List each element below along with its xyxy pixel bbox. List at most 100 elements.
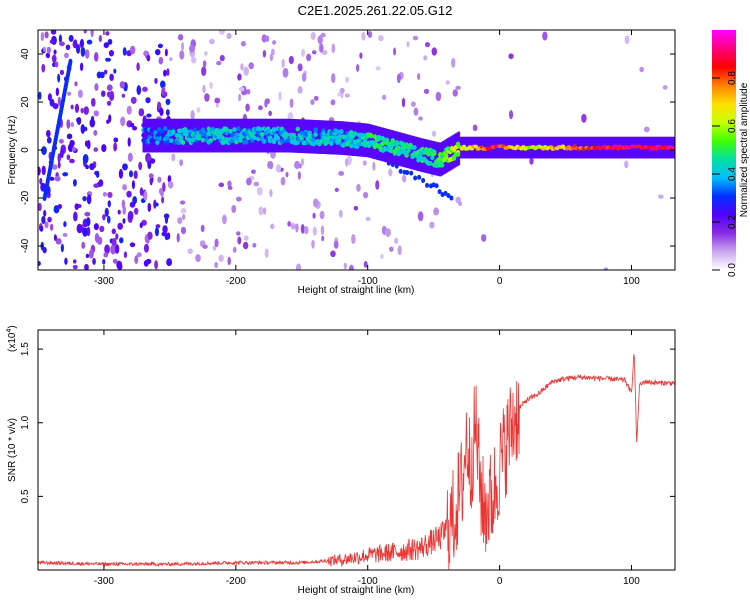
noise-blob <box>41 215 46 225</box>
ridge-halo <box>316 120 319 154</box>
ridge-mark <box>260 131 265 137</box>
noise-blob <box>200 224 205 233</box>
noise-blob <box>112 258 118 264</box>
noise-blob <box>310 99 315 105</box>
noise-blob <box>121 93 126 98</box>
noise-blob <box>103 42 109 49</box>
noise-blob <box>271 48 275 56</box>
noise-blob <box>189 44 195 53</box>
noise-blob <box>106 84 113 91</box>
noise-blob <box>258 105 263 111</box>
noise-blob <box>38 166 41 176</box>
ridge-mark <box>236 126 241 132</box>
ridge-halo <box>427 139 430 174</box>
noise-blob <box>122 163 128 171</box>
ridge-mark <box>440 162 445 168</box>
spectrogram-x-axis-label: Height of straight line (km) <box>298 285 415 296</box>
noise-blob <box>285 171 289 178</box>
noise-blob <box>227 180 232 188</box>
noise-blob <box>154 77 158 84</box>
noise-blob <box>177 217 183 224</box>
noise-blob <box>43 209 47 217</box>
noise-blob <box>303 226 309 235</box>
noise-blob <box>245 103 250 112</box>
noise-blob <box>216 60 222 66</box>
ridge-halo <box>456 132 459 166</box>
ridge-halo <box>146 118 149 153</box>
noise-blob <box>122 218 126 224</box>
noise-blob <box>264 248 269 259</box>
ridge-mark <box>208 138 213 143</box>
noise-blob <box>133 207 139 215</box>
noise-blob <box>265 35 270 42</box>
noise-blob <box>365 216 371 222</box>
ridge-mark <box>671 145 675 150</box>
noise-blob <box>110 244 117 255</box>
noise-blob <box>542 31 548 41</box>
noise-blob <box>47 216 52 223</box>
noise-blob <box>164 48 168 57</box>
tail-mark <box>437 189 442 195</box>
noise-blob <box>269 223 275 230</box>
noise-blob <box>79 62 84 72</box>
noise-blob <box>76 116 82 125</box>
noise-blob <box>41 146 47 155</box>
noise-blob <box>402 174 407 183</box>
ridge-mark <box>258 126 263 132</box>
ridge-halo <box>423 138 426 173</box>
ridge-halo <box>447 138 450 172</box>
ridge-mark <box>319 139 324 144</box>
noise-blob <box>306 53 312 62</box>
noise-blob <box>508 53 514 60</box>
noise-blob <box>143 260 149 267</box>
noise-blob <box>297 86 303 94</box>
snr-frame <box>37 329 676 571</box>
noise-blob <box>73 39 78 49</box>
noise-blob <box>52 103 59 110</box>
noise-blob <box>86 39 93 45</box>
noise-blob <box>53 49 57 55</box>
ridge-halo <box>226 118 230 153</box>
ridge-mark <box>196 135 202 141</box>
ridge-mark <box>163 126 168 131</box>
noise-blob <box>155 224 161 229</box>
tail-mark <box>446 193 451 199</box>
noise-blob <box>196 107 201 113</box>
ridge-mark <box>321 130 326 136</box>
colorbar-tick-label: 0.0 <box>727 263 738 277</box>
noise-blob <box>362 160 367 166</box>
spectrogram-y-ticks: -40 -20 0 20 40 <box>20 48 675 253</box>
ridge-halo <box>222 118 226 153</box>
noise-blob <box>401 97 406 108</box>
noise-blob <box>380 254 384 259</box>
noise-blob <box>165 98 171 106</box>
noise-blob <box>148 173 154 179</box>
noise-blob <box>431 130 437 137</box>
noise-blob <box>105 31 110 36</box>
noise-blob <box>227 185 233 190</box>
ridge-halo <box>426 139 429 174</box>
noise-blob <box>131 180 136 190</box>
noise-blob <box>57 161 61 169</box>
noise-blob <box>269 189 273 198</box>
noise-blob <box>64 52 69 59</box>
noise-blob <box>106 119 110 124</box>
ridge-mark <box>337 134 342 139</box>
noise-blob <box>45 52 50 59</box>
noise-blob <box>98 34 102 43</box>
noise-blob <box>301 72 307 82</box>
noise-blob <box>119 81 126 89</box>
noise-blob <box>343 262 347 270</box>
noise-blob <box>49 176 55 181</box>
noise-blob <box>171 153 176 162</box>
snr-panel: -300 -200 -100 0 100 0.5 1.0 1.5 Height of str… <box>6 325 676 596</box>
noise-blob <box>132 196 138 205</box>
noise-blob <box>139 222 143 229</box>
noise-blob <box>319 43 324 53</box>
noise-blob <box>158 56 164 65</box>
snr-series <box>38 354 675 570</box>
noise-blob <box>54 61 59 68</box>
noise-blob <box>84 263 89 270</box>
noise-blob <box>253 181 260 187</box>
